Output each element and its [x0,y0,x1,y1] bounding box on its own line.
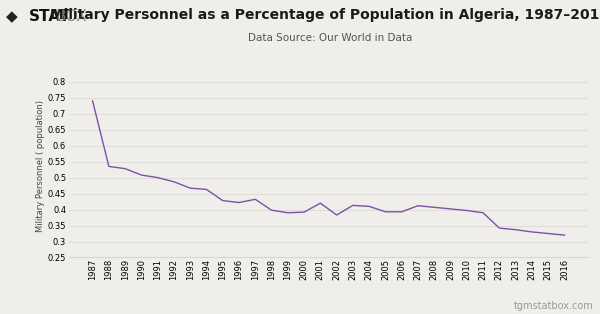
Text: BOX: BOX [56,9,88,24]
Text: ◆: ◆ [6,9,18,24]
Text: Data Source: Our World in Data: Data Source: Our World in Data [248,33,412,43]
Text: Military Personnel as a Percentage of Population in Algeria, 1987–2016: Military Personnel as a Percentage of Po… [50,8,600,22]
Y-axis label: Military Personnel ( population): Military Personnel ( population) [36,100,45,232]
Text: tgmstatbox.com: tgmstatbox.com [514,301,594,311]
Text: STAT: STAT [29,9,70,24]
